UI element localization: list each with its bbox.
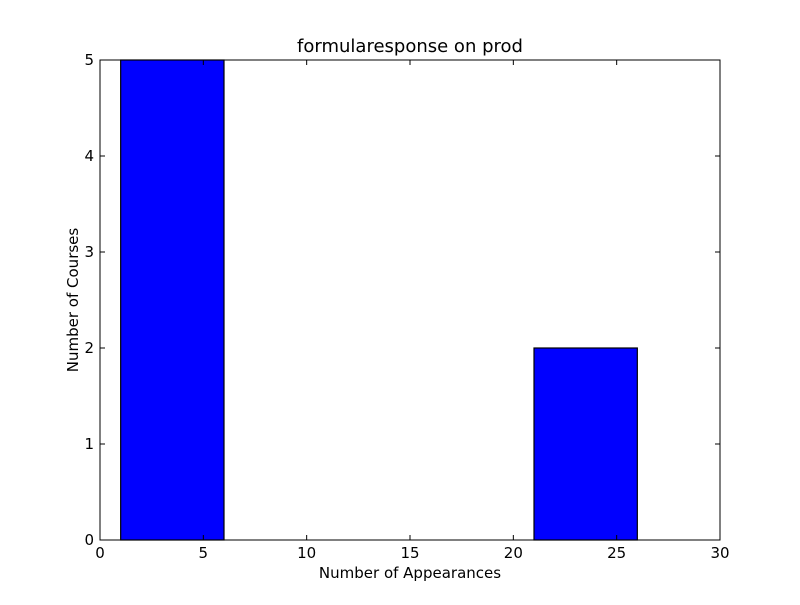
- x-tick-label: 15: [400, 544, 419, 562]
- y-tick-label: 3: [84, 243, 94, 261]
- chart-title: formularesponse on prod: [297, 36, 523, 57]
- x-axis-label: Number of Appearances: [319, 564, 501, 582]
- histogram-bar: [120, 59, 225, 541]
- x-tick-label: 10: [297, 544, 316, 562]
- y-tick-label: 2: [84, 339, 94, 357]
- x-tick-label: 30: [710, 544, 729, 562]
- y-tick-label: 4: [84, 147, 94, 165]
- y-tick-label: 1: [84, 435, 94, 453]
- ticks-layer: 0 5 10 15 20 25 30 0 1 2 3 4 5: [84, 51, 729, 562]
- x-tick-label: 0: [95, 544, 105, 562]
- x-tick-label: 25: [607, 544, 626, 562]
- histogram-bar: [533, 347, 638, 541]
- x-tick-label: 5: [199, 544, 209, 562]
- bars-layer: [120, 59, 638, 541]
- y-axis-label: Number of Courses: [64, 228, 82, 373]
- x-tick-label: 20: [504, 544, 523, 562]
- y-tick-label: 5: [84, 51, 94, 69]
- y-tick-label: 0: [84, 531, 94, 549]
